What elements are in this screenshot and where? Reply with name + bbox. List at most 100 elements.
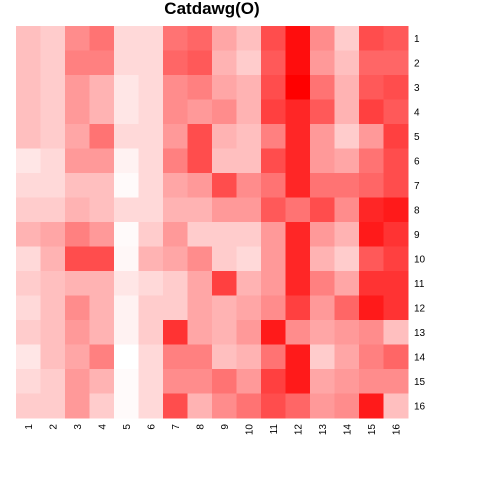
heatmap-cell-r7-c4	[89, 173, 115, 198]
heatmap-cell-r12-c6	[138, 295, 164, 321]
y-tick-label: 14	[414, 352, 426, 363]
heatmap-cell-r11-c12	[285, 271, 311, 296]
heatmap-cell-r5-c4	[89, 124, 115, 149]
heatmap-cell-r2-c6	[138, 50, 164, 76]
heatmap-cell-r13-c14	[334, 320, 360, 345]
heatmap-cell-r12-c12	[285, 295, 311, 321]
heatmap-cell-r11-c11	[261, 271, 286, 296]
heatmap-cell-r2-c16	[383, 50, 409, 76]
heatmap-cell-r1-c8	[187, 26, 213, 51]
heatmap-cell-r10-c16	[383, 246, 409, 272]
heatmap-cell-r1-c11	[261, 26, 286, 51]
heatmap-cell-r1-c15	[359, 26, 384, 51]
heatmap-cell-r12-c14	[334, 295, 360, 321]
heatmap-cell-r3-c11	[261, 75, 286, 100]
heatmap-cell-r11-c14	[334, 271, 360, 296]
heatmap-cell-r14-c6	[138, 344, 164, 370]
heatmap-cell-r1-c1	[16, 26, 41, 51]
heatmap-cell-r8-c9	[212, 197, 237, 223]
heatmap-cell-r6-c1	[16, 148, 41, 174]
heatmap-cell-r12-c1	[16, 295, 41, 321]
heatmap-cell-r15-c5	[114, 369, 139, 394]
heatmap-cell-r12-c7	[163, 295, 188, 321]
heatmap-cell-r10-c1	[16, 246, 41, 272]
heatmap-cell-r13-c15	[359, 320, 384, 345]
chart-title: Catdawg(O)	[164, 0, 259, 18]
heatmap-cell-r12-c5	[114, 295, 139, 321]
heatmap-cell-r5-c9	[212, 124, 237, 149]
heatmap-cell-r9-c6	[138, 222, 164, 247]
heatmap-cell-r13-c8	[187, 320, 213, 345]
heatmap-cell-r11-c1	[16, 271, 41, 296]
heatmap-cell-r4-c14	[334, 99, 360, 125]
y-tick-label: 8	[414, 205, 420, 216]
heatmap-cell-r4-c6	[138, 99, 164, 125]
heatmap-cell-r9-c16	[383, 222, 409, 247]
heatmap-cell-r13-c10	[236, 320, 262, 345]
heatmap-cell-r14-c4	[89, 344, 115, 370]
heatmap-cell-r8-c3	[65, 197, 90, 223]
heatmap-cell-r9-c13	[310, 222, 335, 247]
heatmap-cell-r9-c10	[236, 222, 262, 247]
heatmap-cell-r12-c9	[212, 295, 237, 321]
heatmap-cell-r7-c11	[261, 173, 286, 198]
heatmap-cell-r7-c6	[138, 173, 164, 198]
y-tick-label: 16	[414, 401, 426, 412]
heatmap-cell-r4-c16	[383, 99, 409, 125]
y-tick-label: 3	[414, 83, 420, 94]
x-tick-label: 7	[171, 424, 182, 430]
x-tick-labels: 1 2 3 4 5 6 7 8 9 10 11 12 13 14 15 16	[24, 424, 403, 436]
heatmap-cell-r11-c15	[359, 271, 384, 296]
heatmap-cell-r4-c10	[236, 99, 262, 125]
heatmap-cell-r7-c16	[383, 173, 409, 198]
heatmap-cell-r2-c13	[310, 50, 335, 76]
heatmap-cell-r11-c2	[40, 271, 66, 296]
y-tick-label: 5	[414, 132, 420, 143]
y-tick-label: 4	[414, 107, 420, 118]
heatmap-cell-r7-c10	[236, 173, 262, 198]
heatmap-cell-r5-c11	[261, 124, 286, 149]
heatmap-cell-r12-c15	[359, 295, 384, 321]
heatmap-cell-r13-c4	[89, 320, 115, 345]
x-tick-label: 12	[293, 424, 304, 436]
heatmap-cell-r6-c12	[285, 148, 311, 174]
heatmap-cell-r3-c14	[334, 75, 360, 100]
heatmap-cell-r12-c2	[40, 295, 66, 321]
heatmap-cell-r6-c13	[310, 148, 335, 174]
heatmap-cell-r9-c11	[261, 222, 286, 247]
heatmap-cell-r8-c8	[187, 197, 213, 223]
heatmap-cell-r14-c2	[40, 344, 66, 370]
heatmap-cell-r15-c2	[40, 369, 66, 394]
heatmap-cell-r16-c12	[285, 393, 311, 419]
heatmap-cell-r14-c12	[285, 344, 311, 370]
heatmap-cell-r15-c12	[285, 369, 311, 394]
heatmap-cell-r2-c7	[163, 50, 188, 76]
x-tick-label: 14	[342, 424, 353, 436]
heatmap-cell-r5-c10	[236, 124, 262, 149]
heatmap-cell-r5-c16	[383, 124, 409, 149]
heatmap-cell-r3-c15	[359, 75, 384, 100]
x-tick-label: 2	[48, 424, 59, 430]
heatmap-cell-r12-c8	[187, 295, 213, 321]
heatmap-cell-r7-c2	[40, 173, 66, 198]
x-tick-label: 11	[269, 424, 280, 435]
heatmap-cell-r10-c9	[212, 246, 237, 272]
heatmap-cell-r3-c5	[114, 75, 139, 100]
x-tick-label: 3	[73, 424, 84, 430]
heatmap-cell-r14-c15	[359, 344, 384, 370]
heatmap-cell-r4-c12	[285, 99, 311, 125]
x-tick-label: 4	[97, 424, 108, 430]
heatmap-cell-r2-c3	[65, 50, 90, 76]
heatmap-cell-r16-c8	[187, 393, 213, 419]
heatmap-cell-r1-c3	[65, 26, 90, 51]
heatmap-cell-r5-c5	[114, 124, 139, 149]
heatmap-cell-r7-c7	[163, 173, 188, 198]
heatmap-cell-r14-c8	[187, 344, 213, 370]
heatmap-cell-r15-c6	[138, 369, 164, 394]
heatmap-cell-r12-c13	[310, 295, 335, 321]
heatmap-cell-r4-c9	[212, 99, 237, 125]
heatmap-cell-r9-c1	[16, 222, 41, 247]
heatmap-cell-r5-c6	[138, 124, 164, 149]
heatmap-cell-r6-c16	[383, 148, 409, 174]
